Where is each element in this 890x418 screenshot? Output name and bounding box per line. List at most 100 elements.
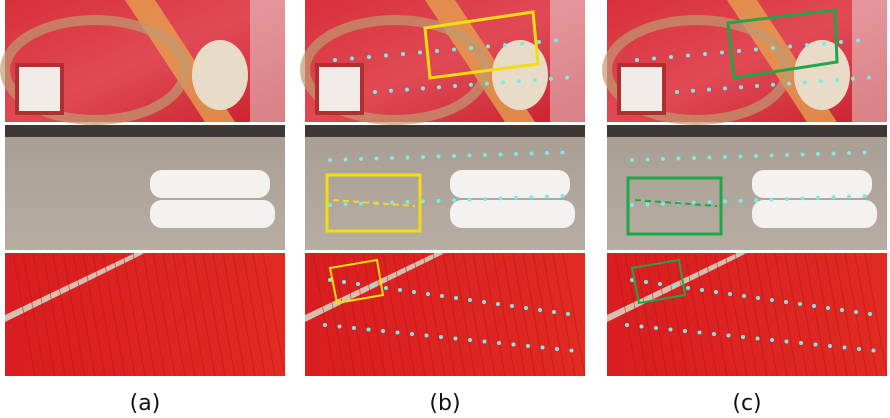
keypoint	[554, 39, 558, 43]
photo-blob	[794, 40, 850, 110]
keypoint	[857, 347, 861, 351]
photo-patch	[17, 65, 62, 113]
keypoint	[728, 292, 732, 296]
keypoint	[565, 76, 569, 80]
keypoint	[826, 306, 830, 310]
caption: (b)	[429, 391, 460, 416]
keypoint	[352, 326, 356, 330]
keypoint	[770, 198, 774, 202]
keypoint	[708, 156, 712, 160]
keypoint	[856, 39, 860, 43]
keypoint	[514, 196, 518, 200]
keypoint	[646, 202, 650, 206]
keypoint	[437, 155, 441, 159]
keypoint	[723, 86, 727, 90]
keypoint	[545, 195, 549, 199]
keypoint	[754, 154, 758, 158]
keypoint	[482, 300, 486, 304]
keypoint	[723, 155, 727, 159]
keypoint	[828, 344, 832, 348]
keypoint	[847, 151, 851, 155]
keypoint	[835, 78, 839, 82]
photo-blob	[492, 40, 548, 110]
keypoint	[435, 49, 439, 53]
keypoint	[868, 312, 872, 316]
keypoint	[683, 329, 687, 333]
keypoint	[798, 302, 802, 306]
keypoint	[832, 152, 836, 156]
keypoint	[785, 153, 789, 157]
keypoint	[469, 46, 473, 50]
keypoint	[499, 153, 503, 157]
keypoint	[440, 294, 444, 298]
keypoint	[418, 51, 422, 55]
keypoint	[549, 77, 553, 81]
keypoint	[533, 78, 537, 82]
keypoint	[499, 196, 503, 200]
keypoint	[468, 154, 472, 158]
keypoint	[497, 341, 501, 345]
keypoint	[512, 343, 516, 347]
keypoint	[669, 55, 673, 59]
keypoint	[437, 199, 441, 203]
keypoint	[452, 198, 456, 202]
keypoint	[635, 58, 639, 62]
keypoint	[412, 290, 416, 294]
keypoint	[421, 86, 425, 90]
keypoint	[338, 325, 342, 329]
keypoint	[787, 82, 791, 86]
keypoint	[485, 82, 489, 86]
keypoint	[812, 304, 816, 308]
keypoint	[545, 151, 549, 155]
keypoint	[816, 152, 820, 156]
photo-row-3	[607, 253, 887, 376]
keypoint	[510, 304, 514, 308]
keypoint	[669, 328, 673, 332]
keypoint	[421, 199, 425, 203]
keypoint	[630, 158, 634, 162]
keypoint	[405, 88, 409, 92]
keypoint	[530, 195, 534, 199]
photo-strip	[450, 200, 575, 228]
photo-row-3	[5, 253, 285, 376]
keypoint	[483, 340, 487, 344]
keypoint	[483, 153, 487, 157]
keypoint	[840, 308, 844, 312]
photo-row-3	[305, 253, 585, 376]
keypoint	[741, 335, 745, 339]
keypoint	[646, 158, 650, 162]
keypoint	[805, 43, 809, 47]
keypoint	[517, 79, 521, 83]
photo-patch	[619, 65, 664, 113]
keypoint	[723, 199, 727, 203]
keypoint	[421, 155, 425, 159]
keypoint	[863, 151, 867, 155]
keypoint	[839, 40, 843, 44]
photo-right	[550, 0, 585, 122]
photo-top-marks	[305, 125, 585, 137]
keypoint	[756, 337, 760, 341]
keypoint	[328, 203, 332, 207]
keypoint	[691, 89, 695, 93]
keypoint	[803, 80, 807, 84]
keypoint	[703, 52, 707, 56]
keypoint	[754, 198, 758, 202]
photo-right	[852, 0, 887, 122]
keypoint	[454, 337, 458, 341]
keypoint	[425, 334, 429, 338]
keypoint	[727, 334, 731, 338]
keypoint	[625, 323, 629, 327]
keypoint	[356, 282, 360, 286]
keypoint	[367, 55, 371, 59]
keypoint	[486, 45, 490, 49]
keypoint	[514, 152, 518, 156]
keypoint	[561, 151, 565, 155]
keypoint	[333, 58, 337, 62]
keypoint	[799, 341, 803, 345]
keypoint	[503, 43, 507, 47]
keypoint	[686, 286, 690, 290]
keypoint	[707, 88, 711, 92]
keypoint	[742, 294, 746, 298]
keypoint	[328, 158, 332, 162]
keypoint	[755, 84, 759, 88]
